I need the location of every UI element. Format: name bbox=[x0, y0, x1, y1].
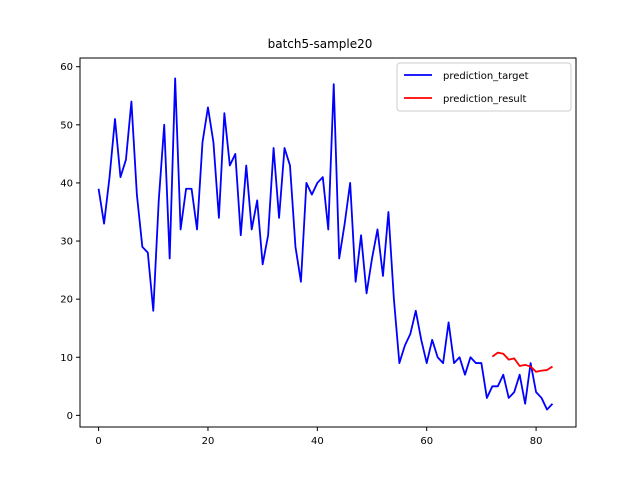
y-tick-label: 0 bbox=[67, 411, 73, 422]
x-axis: 0 20 40 60 80 bbox=[95, 427, 542, 447]
y-tick-label: 60 bbox=[60, 62, 73, 73]
legend-label-prediction-result: prediction_result bbox=[443, 94, 527, 105]
chart-title: batch5-sample20 bbox=[268, 37, 373, 51]
x-tick-label: 80 bbox=[530, 436, 543, 447]
y-tick-label: 50 bbox=[60, 120, 73, 131]
x-tick-label: 60 bbox=[420, 436, 433, 447]
legend: prediction_target prediction_result bbox=[396, 62, 572, 112]
y-tick-label: 20 bbox=[60, 295, 73, 306]
y-tick-label: 40 bbox=[60, 178, 73, 189]
legend-box bbox=[396, 62, 572, 112]
series-line-prediction-result bbox=[491, 351, 553, 373]
series-line-prediction-target bbox=[97, 77, 554, 411]
x-tick-label: 40 bbox=[311, 436, 324, 447]
plot-frame bbox=[79, 57, 577, 428]
y-tick-label: 30 bbox=[60, 237, 73, 248]
x-tick-label: 0 bbox=[95, 436, 101, 447]
y-tick-label: 10 bbox=[60, 353, 73, 364]
x-tick-label: 20 bbox=[202, 436, 215, 447]
y-axis: 0 10 20 30 40 50 60 bbox=[60, 62, 80, 422]
legend-label-prediction-target: prediction_target bbox=[443, 71, 529, 82]
plot-area bbox=[97, 77, 554, 411]
